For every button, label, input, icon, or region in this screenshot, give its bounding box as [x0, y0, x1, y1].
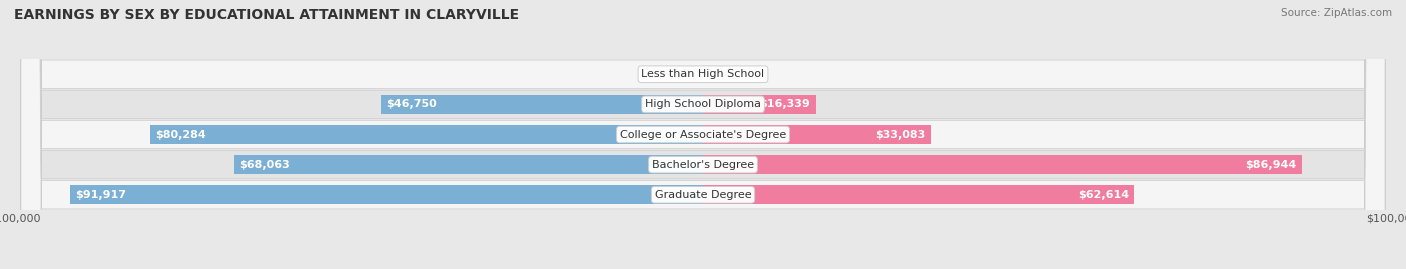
Text: $46,750: $46,750 [387, 99, 437, 109]
Bar [150, 125, 703, 144]
Text: $16,339: $16,339 [759, 99, 810, 109]
Bar [70, 185, 703, 204]
Text: Less than High School: Less than High School [641, 69, 765, 79]
Text: $68,063: $68,063 [239, 160, 291, 170]
FancyBboxPatch shape [21, 0, 1385, 269]
Text: College or Associate's Degree: College or Associate's Degree [620, 129, 786, 140]
Bar [703, 95, 815, 114]
Text: $80,284: $80,284 [156, 129, 207, 140]
Bar [703, 125, 931, 144]
Text: $86,944: $86,944 [1246, 160, 1296, 170]
Text: $91,917: $91,917 [76, 190, 127, 200]
Bar [703, 185, 1135, 204]
Text: High School Diploma: High School Diploma [645, 99, 761, 109]
Text: $0: $0 [673, 69, 689, 79]
Text: $33,083: $33,083 [875, 129, 925, 140]
Bar [703, 155, 1302, 174]
Text: Source: ZipAtlas.com: Source: ZipAtlas.com [1281, 8, 1392, 18]
Text: $62,614: $62,614 [1078, 190, 1129, 200]
FancyBboxPatch shape [21, 0, 1385, 269]
Bar [233, 155, 703, 174]
Bar [381, 95, 703, 114]
FancyBboxPatch shape [21, 0, 1385, 269]
Text: EARNINGS BY SEX BY EDUCATIONAL ATTAINMENT IN CLARYVILLE: EARNINGS BY SEX BY EDUCATIONAL ATTAINMEN… [14, 8, 519, 22]
FancyBboxPatch shape [21, 0, 1385, 269]
FancyBboxPatch shape [21, 0, 1385, 269]
Text: $0: $0 [717, 69, 733, 79]
Text: Graduate Degree: Graduate Degree [655, 190, 751, 200]
Text: Bachelor's Degree: Bachelor's Degree [652, 160, 754, 170]
